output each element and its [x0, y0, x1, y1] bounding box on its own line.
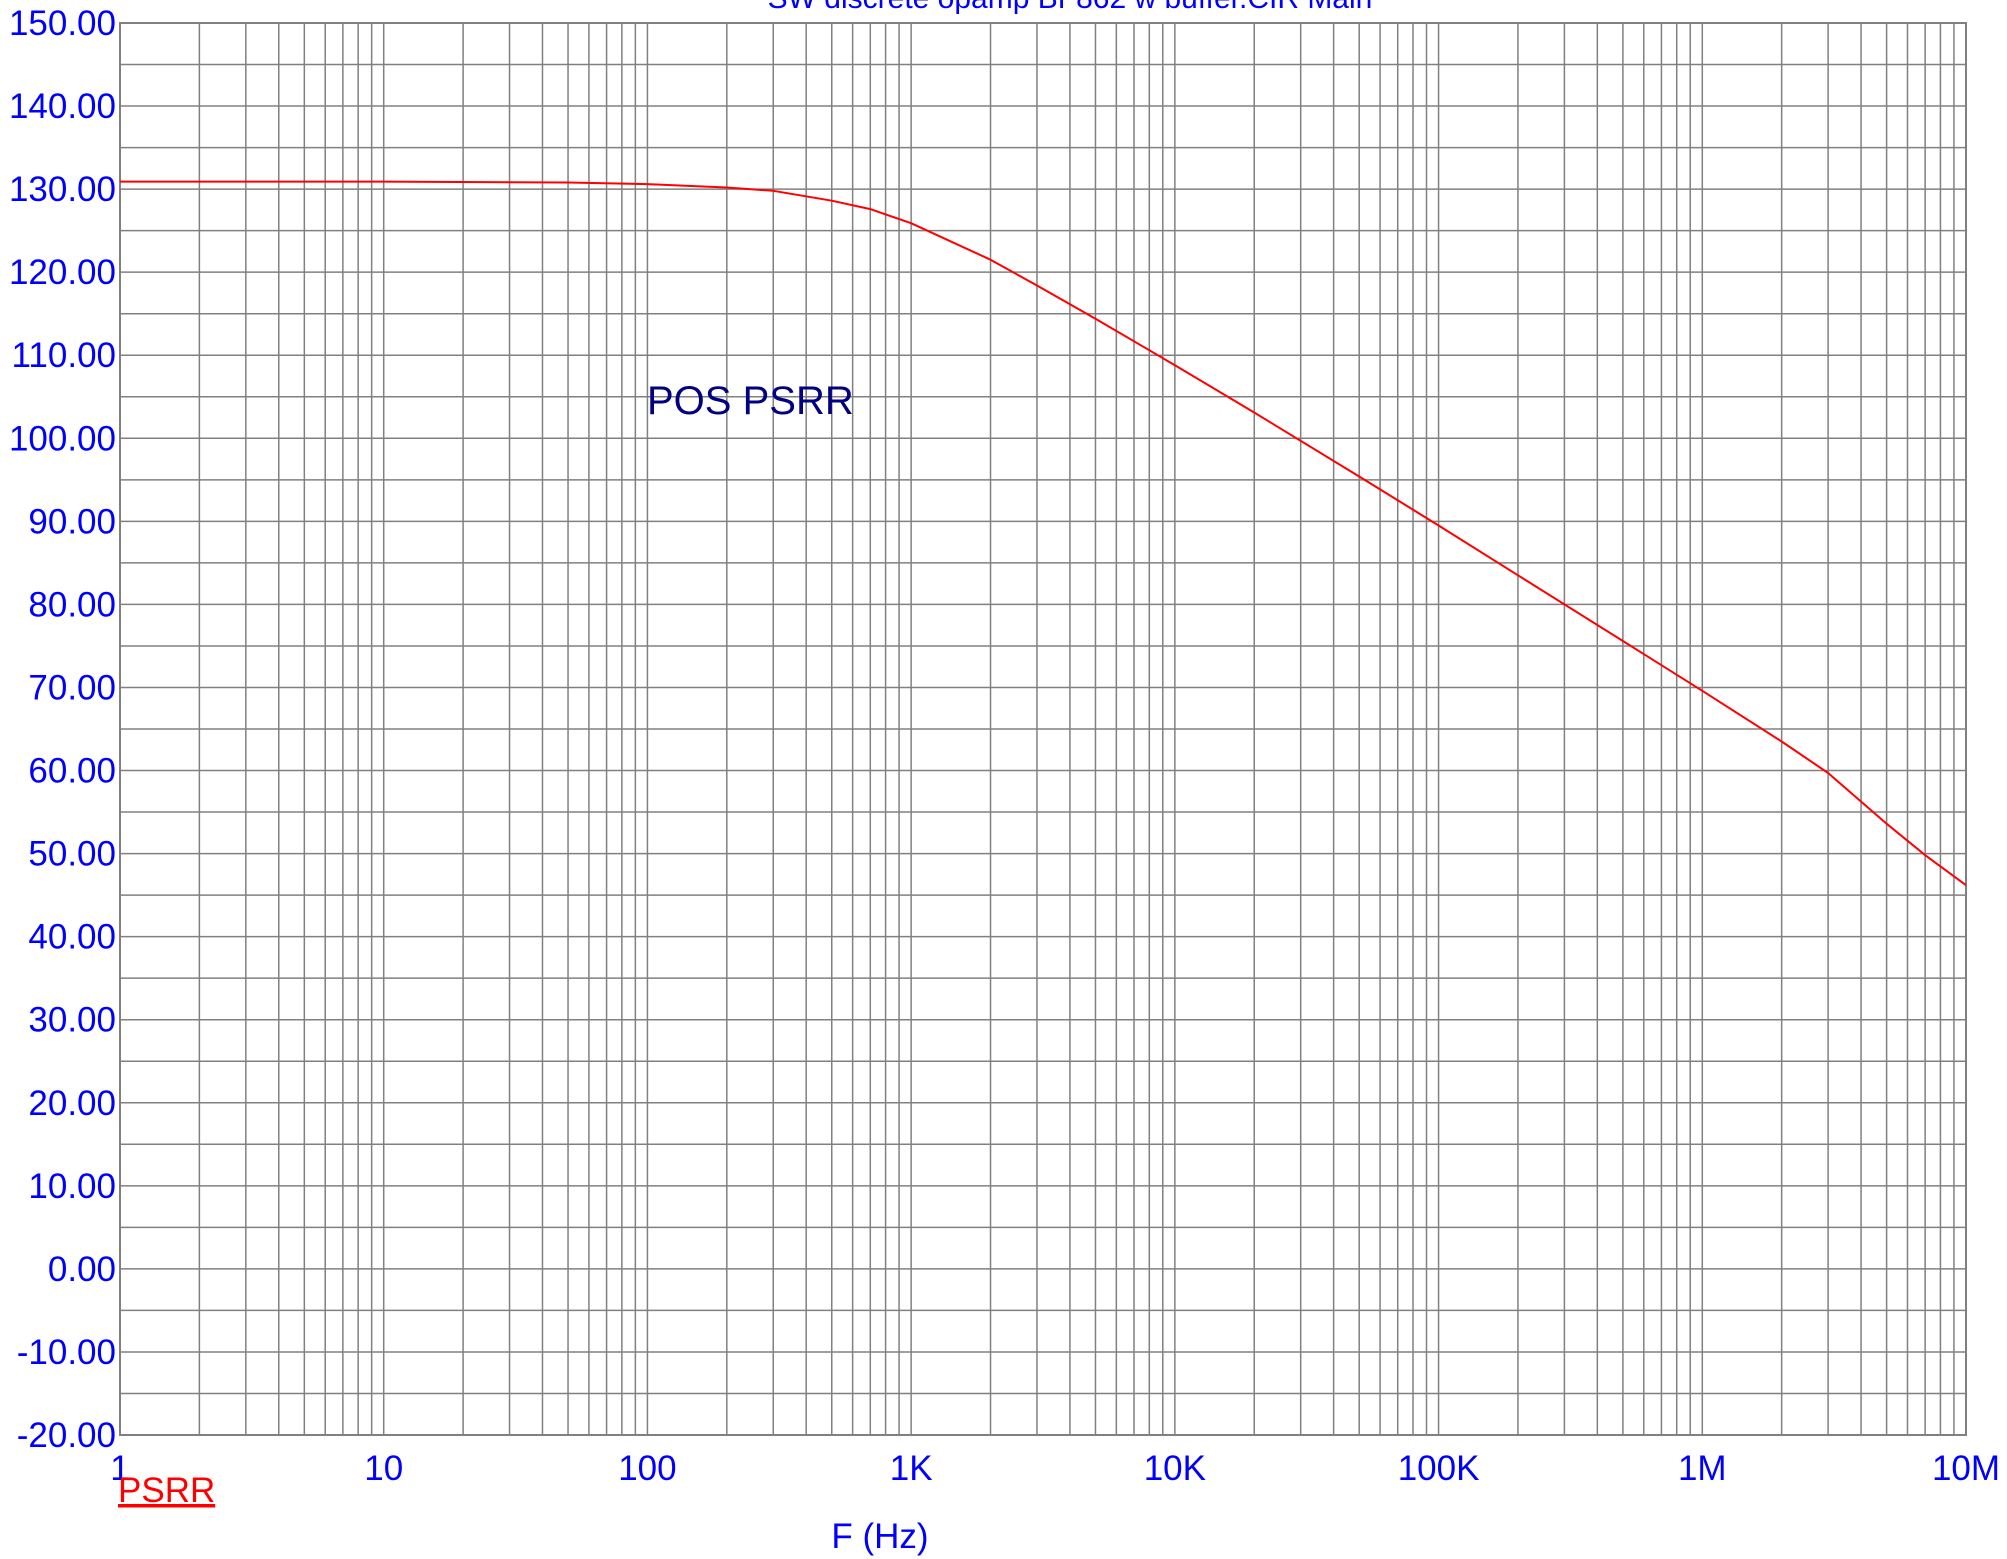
y-tick-label: 60.00 [28, 752, 116, 791]
y-tick-label: 90.00 [28, 502, 116, 541]
y-tick-label: 130.00 [9, 170, 116, 209]
grid [119, 22, 1967, 1436]
y-tick-label: 30.00 [28, 1001, 116, 1040]
x-axis-ticks: 1 10 100 1K 10K 100K 1M 10M [110, 1449, 2000, 1488]
y-tick-label: 140.00 [9, 87, 116, 126]
y-tick-label: -10.00 [17, 1333, 116, 1372]
y-tick-label: 40.00 [28, 918, 116, 957]
y-axis-ticks: 150.00 140.00 130.00 120.00 110.00 100.00 90.0… [9, 4, 116, 1455]
series-line-psrr [120, 180, 1967, 887]
x-tick-label: 100K [1398, 1449, 1480, 1488]
x-tick-label: 1K [890, 1449, 933, 1488]
x-tick-label: 100 [618, 1449, 676, 1488]
x-tick-label: 1 [110, 1449, 129, 1488]
y-tick-label: -20.00 [17, 1416, 116, 1455]
x-tick-label: 1M [1678, 1449, 1727, 1488]
x-tick-label: 10 [364, 1449, 403, 1488]
plot-frame [119, 22, 1967, 1436]
y-tick-label: 0.00 [48, 1250, 116, 1289]
y-tick-label: 10.00 [28, 1167, 116, 1206]
x-tick-label: 10M [1932, 1449, 2000, 1488]
y-tick-label: 100.00 [9, 419, 116, 458]
y-tick-label: 150.00 [9, 4, 116, 43]
y-tick-label: 70.00 [28, 668, 116, 707]
series-group [120, 180, 1967, 887]
y-tick-label: 20.00 [28, 1084, 116, 1123]
legend-entry-psrr: PSRR [118, 1471, 215, 1510]
y-tick-label: 50.00 [28, 835, 116, 874]
y-tick-label: 110.00 [12, 336, 116, 375]
x-tick-label: 10K [1144, 1449, 1206, 1488]
y-tick-label: 80.00 [28, 585, 116, 624]
x-axis-label: F (Hz) [831, 1517, 928, 1556]
annotation-pos-psrr: POS PSRR [647, 379, 854, 423]
chart-title: SW discrete opamp BF862 w buffer.CIR Mai… [768, 0, 1373, 15]
y-tick-label: 120.00 [9, 253, 116, 292]
